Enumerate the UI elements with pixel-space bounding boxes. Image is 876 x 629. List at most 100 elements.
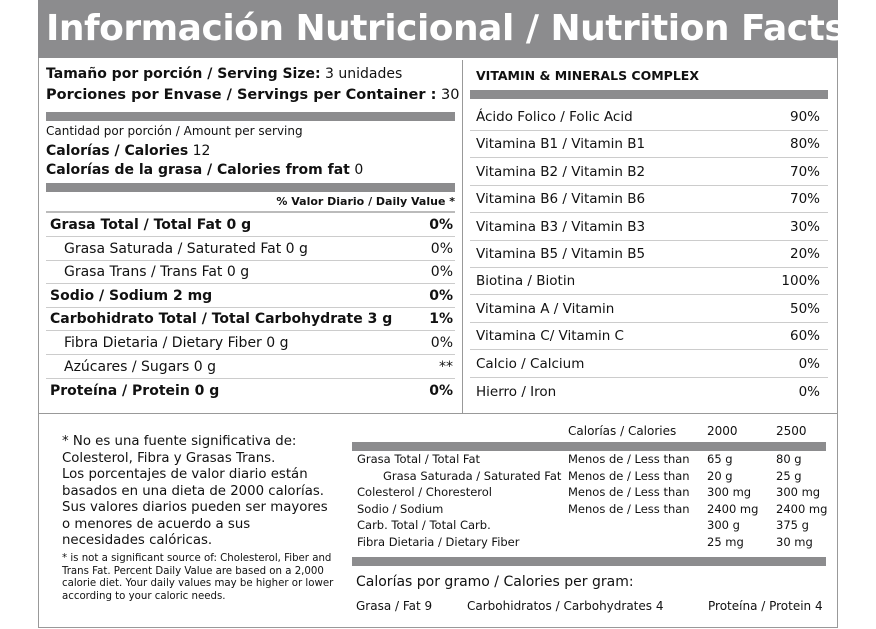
footnote-en-line: Trans Fat. Percent Daily Value are based… [62,565,324,577]
vitamin-row: Ácido Folico / Folic Acid 90% [470,104,828,131]
ref-value-2500: 25 g [776,468,802,483]
divider-bar [470,90,828,99]
ref-value-2500: 80 g [776,452,802,466]
vitamin-row: Vitamina B1 / Vitamin B1 80% [470,131,828,159]
footnote-es-line: Sus valores diarios pueden ser mayores [62,500,328,515]
amount-per-serving: Cantidad por porción / Amount per servin… [46,124,303,138]
ref-value-2000: 25 mg [707,535,744,549]
servings-per-container: Porciones por Envase / Servings per Cont… [46,87,459,103]
footnote-es-line: Los porcentajes de valor diario están [62,467,308,482]
vitamin-row: Vitamina B5 / Vitamin B5 20% [470,241,828,268]
vitamin-label: Ácido Folico / Folic Acid [476,109,633,125]
nutrient-row: Carbohidrato Total / Total Carbohydrate … [46,308,455,332]
nutrient-label: Grasa Total / Total Fat 0 g [50,217,252,233]
vitamin-pct: 70% [789,191,820,208]
ref-label: Grasa Total / Total Fat [357,452,481,466]
ref-value-2500: 30 mg [776,535,813,549]
nutrient-label: Carbohidrato Total / Total Carbohydrate … [50,311,393,328]
footnote-es-line: o menores de acuerdo a sus [62,516,251,532]
calories-line: Calorías / Calories 12 [46,143,210,159]
calories-per-gram-title: Calorías por gramo / Calories per gram: [356,574,634,590]
nutrient-label: Grasa Saturada / Saturated Fat 0 g [64,240,308,257]
ref-qualifier: Menos de / Less than [568,485,690,500]
nutrient-pct: 0% [430,264,453,281]
vitamin-row: Vitamina B3 / Vitamin B3 30% [470,214,828,241]
divider-bar [46,183,455,192]
vitamin-label: Vitamina B3 / Vitamin B3 [476,218,646,235]
footnote-en-line: * is not a significant source of: Choles… [62,553,332,564]
vitamin-label: Vitamina A / Vitamin [476,300,615,317]
nutrient-pct: 0% [429,382,453,399]
divider-bar [46,112,455,121]
ref-value-2500: 300 mg [776,485,821,500]
ref-qualifier: Menos de / Less than [568,501,690,516]
nutrient-row: Grasa Total / Total Fat 0 g 0% [46,214,455,237]
nutrient-pct: 1% [429,311,453,328]
serving-size-value: 3 unidades [325,66,403,82]
nutrient-pct: ** [439,358,453,375]
footnote-en-line: calorie diet. Your daily values may be h… [62,578,334,589]
nutrient-row: Fibra Dietaria / Dietary Fiber 0 g 0% [46,332,455,355]
vitamin-pct: 70% [789,163,820,180]
ref-label: Grasa Saturada / Saturated Fat [372,468,562,483]
footnote-es: * No es una fuente significativa de: Cole… [62,434,328,550]
calories-fat-value: 0 [354,162,364,178]
page-title: Información Nutricional / Nutrition Fact… [38,0,846,58]
ref-label: Carb. Total / Total Carb. [357,518,491,533]
vitamins-title: VITAMIN & MINERALS COMPLEX [476,68,699,83]
vitamin-label: Vitamina C/ Vitamin C [476,328,624,345]
vitamin-label: Vitamina B5 / Vitamin B5 [476,246,646,262]
daily-value-header: % Valor Diario / Daily Value * [46,195,455,213]
calories-label: Calorías / Calories [46,143,189,159]
nutrient-label: Azúcares / Sugars 0 g [64,358,217,375]
ref-value-2000: 2400 mg [707,501,759,516]
nutrient-pct: 0% [430,240,453,257]
vitamin-pct: 100% [781,273,820,290]
ref-calories-label: Calorías / Calories [568,424,677,438]
nutrient-row: Azúcares / Sugars 0 g ** [46,356,455,379]
ref-label: Colesterol / Choresterol [357,485,492,500]
nutrient-row: Proteína / Protein 0 g 0% [46,379,455,402]
ref-label: Fibra Dietaria / Dietary Fiber [357,535,520,549]
servings-value: 30 [440,87,460,103]
nutrient-row: Grasa Trans / Trans Fat 0 g 0% [46,261,455,285]
nutrient-label: Sodio / Sodium 2 mg [50,287,213,304]
ref-value-2000: 300 mg [707,485,752,500]
footnote-es-line: * No es una fuente significativa de: [62,434,297,449]
footnote-es-line: Colesterol, Fibra y Grasas Trans. [62,450,276,466]
calories-fat-label: Calorías de la grasa / Calories from fat [46,162,350,178]
vitamin-pct: 90% [789,109,820,125]
vitamin-pct: 60% [789,328,820,345]
ref-value-2500: 375 g [776,518,809,533]
nutrient-row: Grasa Saturada / Saturated Fat 0 g 0% [46,238,455,261]
divider-bar [352,557,826,566]
nutrient-label: Proteína / Protein 0 g [50,382,220,399]
footnote-es-line: necesidades calóricas. [62,533,213,548]
ref-col-2000: 2000 [707,424,738,438]
cpg-carbs: Carbohidratos / Carbohydrates 4 [467,599,664,613]
divider-bar [352,442,826,451]
nutrient-label: Fibra Dietaria / Dietary Fiber 0 g [64,335,289,351]
vitamin-label: Vitamina B1 / Vitamin B1 [476,136,646,153]
vitamin-row: Vitamina B6 / Vitamin B6 70% [470,186,828,214]
vitamin-label: Hierro / Iron [476,383,557,400]
vitamin-row: Biotina / Biotin 100% [470,268,828,296]
cpg-protein: Proteína / Protein 4 [708,599,823,613]
nutrient-pct: 0% [429,217,453,233]
servings-label: Porciones por Envase / Servings per Cont… [46,87,437,103]
ref-value-2000: 20 g [707,468,733,483]
nutrient-pct: 0% [429,287,453,304]
vertical-divider [462,60,463,413]
vitamin-row: Vitamina B2 / Vitamin B2 70% [470,159,828,186]
ref-label: Sodio / Sodium [357,501,444,516]
vitamin-label: Biotina / Biotin [476,273,576,290]
vitamin-pct: 20% [789,246,820,262]
footnote-en: * is not a significant source of: Choles… [62,553,333,603]
vitamin-row: Vitamina A / Vitamin 50% [470,296,828,323]
label-frame [38,58,838,628]
calories-value: 12 [192,143,211,159]
vitamin-label: Vitamina B2 / Vitamin B2 [476,163,646,180]
ref-col-2500: 2500 [776,424,807,438]
calories-fat-line: Calorías de la grasa / Calories from fat… [46,162,363,178]
vitamin-pct: 80% [789,136,820,153]
